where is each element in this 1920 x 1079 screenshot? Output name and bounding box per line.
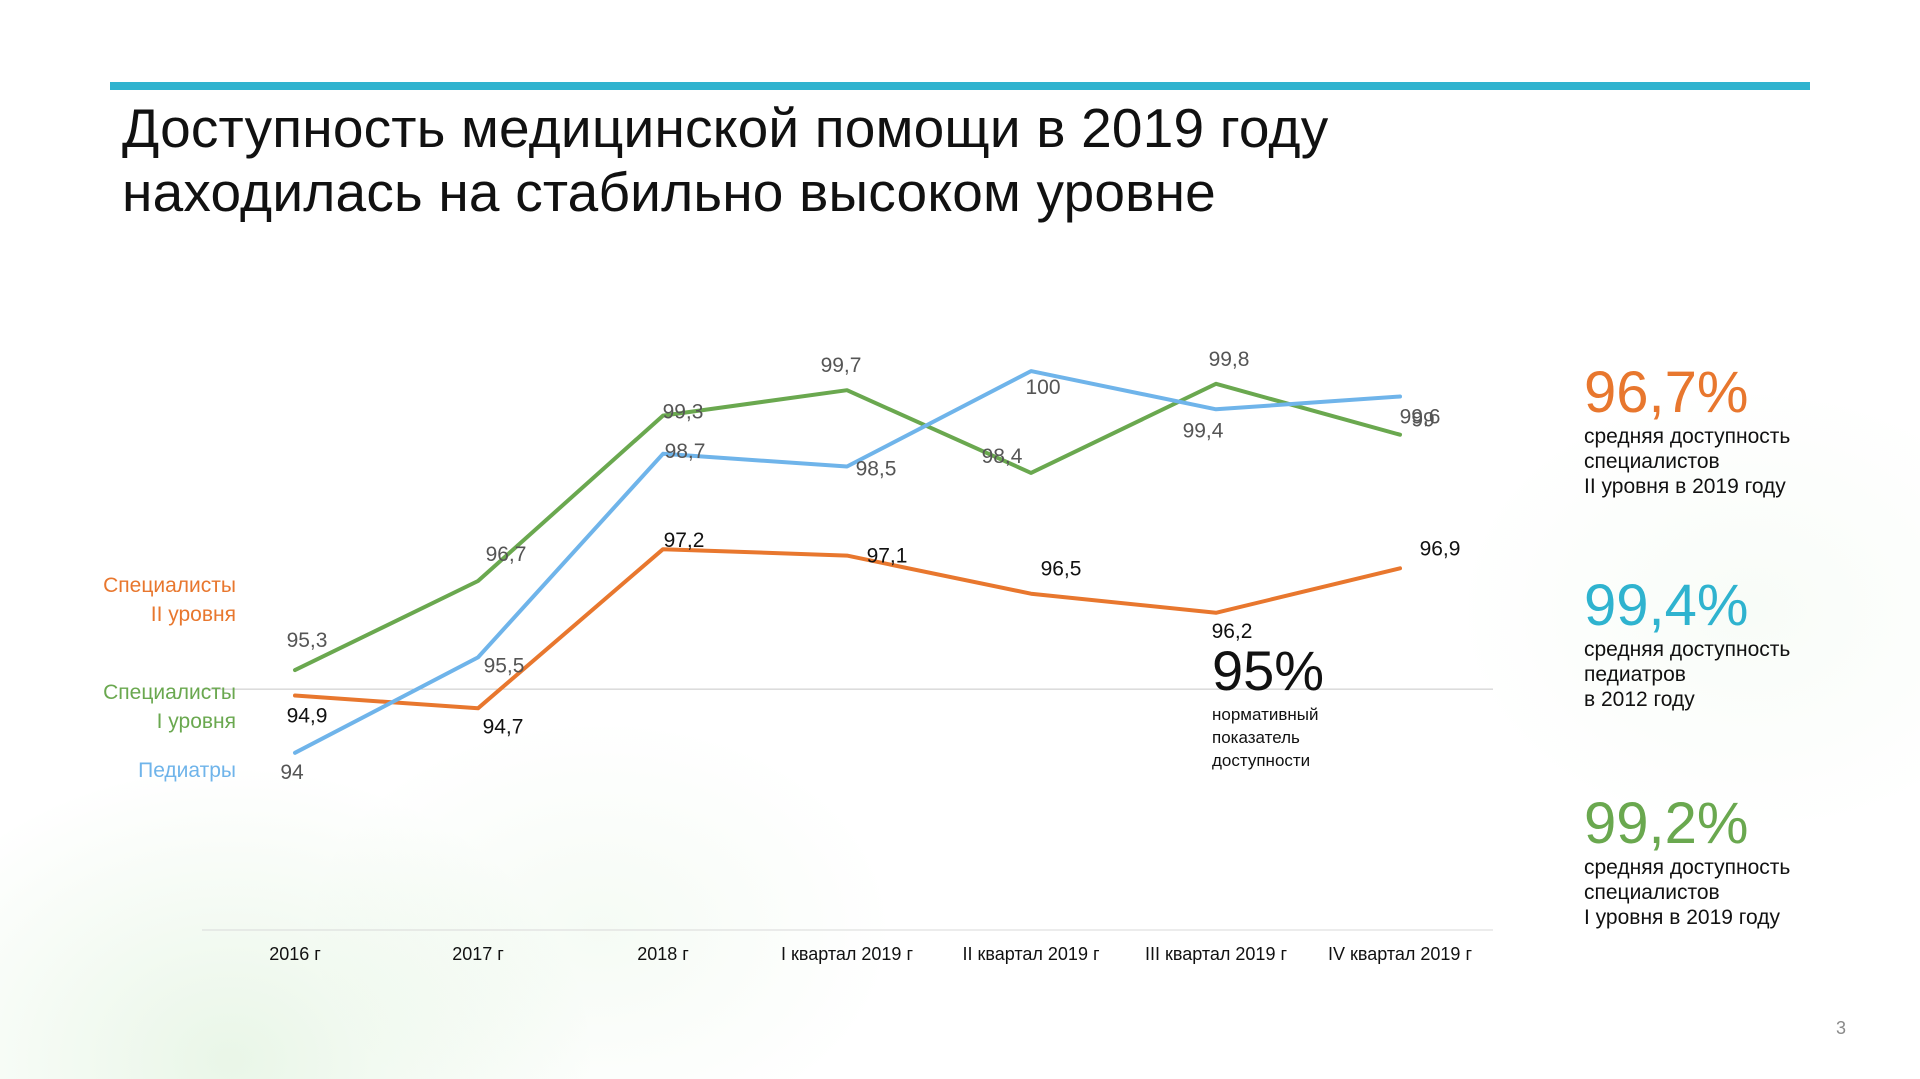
series-label-specialists-1: Специалисты I уровня bbox=[36, 678, 236, 736]
x-tick-label: 2018 г bbox=[637, 944, 689, 964]
reference-desc-line-1: нормативный bbox=[1212, 705, 1319, 724]
data-label-pediatrics: 98,7 bbox=[665, 440, 706, 463]
kpi-text-line: специалистов bbox=[1584, 881, 1720, 904]
data-label-pediatrics: 99,4 bbox=[1183, 419, 1224, 442]
kpi-value: 96,7% bbox=[1584, 360, 1749, 425]
series-line-specialists-2 bbox=[293, 547, 1402, 711]
series-label-specialists-2-line-1: Специалисты bbox=[103, 574, 236, 597]
series-line-pediatrics bbox=[293, 369, 1402, 755]
data-label-pediatrics: 100 bbox=[1025, 376, 1060, 399]
kpi-text-line: средняя доступность bbox=[1584, 425, 1791, 448]
x-tick-label: I квартал 2019 г bbox=[781, 944, 913, 964]
kpi-value: 99,4% bbox=[1584, 573, 1749, 638]
data-label-specialists-1: 99,3 bbox=[663, 401, 704, 424]
title-line-1: Доступность медицинской помощи в 2019 го… bbox=[122, 97, 1329, 159]
data-label-specialists-1: 99,8 bbox=[1209, 348, 1250, 371]
x-tick-label: II квартал 2019 г bbox=[962, 944, 1099, 964]
x-tick-label: III квартал 2019 г bbox=[1145, 944, 1287, 964]
kpi-text-line: педиатров bbox=[1584, 663, 1686, 686]
title-line-2: находилась на стабильно высоком уровне bbox=[122, 161, 1216, 223]
x-tick-label: IV квартал 2019 г bbox=[1328, 944, 1472, 964]
data-label-pediatrics: 94 bbox=[280, 761, 304, 784]
series-line-specialists-1 bbox=[293, 381, 1402, 673]
kpi-value: 99,2% bbox=[1584, 791, 1749, 856]
data-label-specialists-1: 99,7 bbox=[821, 354, 862, 377]
data-label-specialists-1: 98,4 bbox=[982, 445, 1023, 468]
data-label-specialists-2: 94,9 bbox=[287, 705, 328, 728]
data-label-specialists-1: 99 bbox=[1411, 409, 1434, 432]
data-label-specialists-1: 96,7 bbox=[486, 543, 527, 566]
data-label-specialists-2: 96,9 bbox=[1420, 537, 1461, 560]
series-label-specialists-1-line-1: Специалисты bbox=[103, 681, 236, 704]
reference-desc-line-2: показатель bbox=[1212, 728, 1300, 747]
page-number: 3 bbox=[1836, 1018, 1847, 1038]
data-label-specialists-2: 96,5 bbox=[1041, 558, 1082, 581]
accent-rule bbox=[110, 82, 1810, 90]
kpi-specialists-1: 99,2% средняя доступность специалистов I… bbox=[1584, 793, 1884, 930]
reference-annotation: 95% нормативный показатель доступности bbox=[1212, 640, 1412, 771]
kpi-specialists-2: 96,7% средняя доступность специалистов I… bbox=[1584, 362, 1884, 499]
kpi-text-line: II уровня в 2019 году bbox=[1584, 475, 1786, 498]
kpi-pediatrics: 99,4% средняя доступность педиатров в 20… bbox=[1584, 575, 1884, 712]
data-label-specialists-2: 94,7 bbox=[483, 715, 524, 738]
kpi-text-line: средняя доступность bbox=[1584, 638, 1791, 661]
data-label-pediatrics: 95,5 bbox=[484, 654, 525, 677]
x-tick-label: 2017 г bbox=[452, 944, 504, 964]
kpi-text-line: I уровня в 2019 году bbox=[1584, 906, 1780, 929]
kpi-text-line: специалистов bbox=[1584, 450, 1720, 473]
data-label-pediatrics: 98,5 bbox=[856, 458, 897, 481]
data-label-specialists-2: 96,2 bbox=[1212, 620, 1253, 643]
reference-desc-line-3: доступности bbox=[1212, 751, 1311, 770]
kpi-text-line: в 2012 году bbox=[1584, 688, 1695, 711]
data-label-specialists-2: 97,1 bbox=[867, 545, 908, 568]
data-label-pediatrics: 99,6 bbox=[1400, 406, 1441, 429]
series-label-pediatrics: Педиатры bbox=[36, 756, 236, 785]
data-label-specialists-1: 95,3 bbox=[287, 629, 328, 652]
series-label-specialists-1-line-2: I уровня bbox=[156, 710, 236, 733]
kpi-text-line: средняя доступность bbox=[1584, 856, 1791, 879]
data-label-specialists-2: 97,2 bbox=[664, 529, 705, 552]
reference-value: 95% bbox=[1212, 639, 1325, 702]
series-label-specialists-2: Специалисты II уровня bbox=[36, 571, 236, 629]
series-label-specialists-2-line-2: II уровня bbox=[150, 603, 236, 626]
x-tick-label: 2016 г bbox=[269, 944, 321, 964]
series-label-pediatrics-line-1: Педиатры bbox=[138, 759, 236, 782]
page-title: Доступность медицинской помощи в 2019 го… bbox=[122, 96, 1622, 224]
